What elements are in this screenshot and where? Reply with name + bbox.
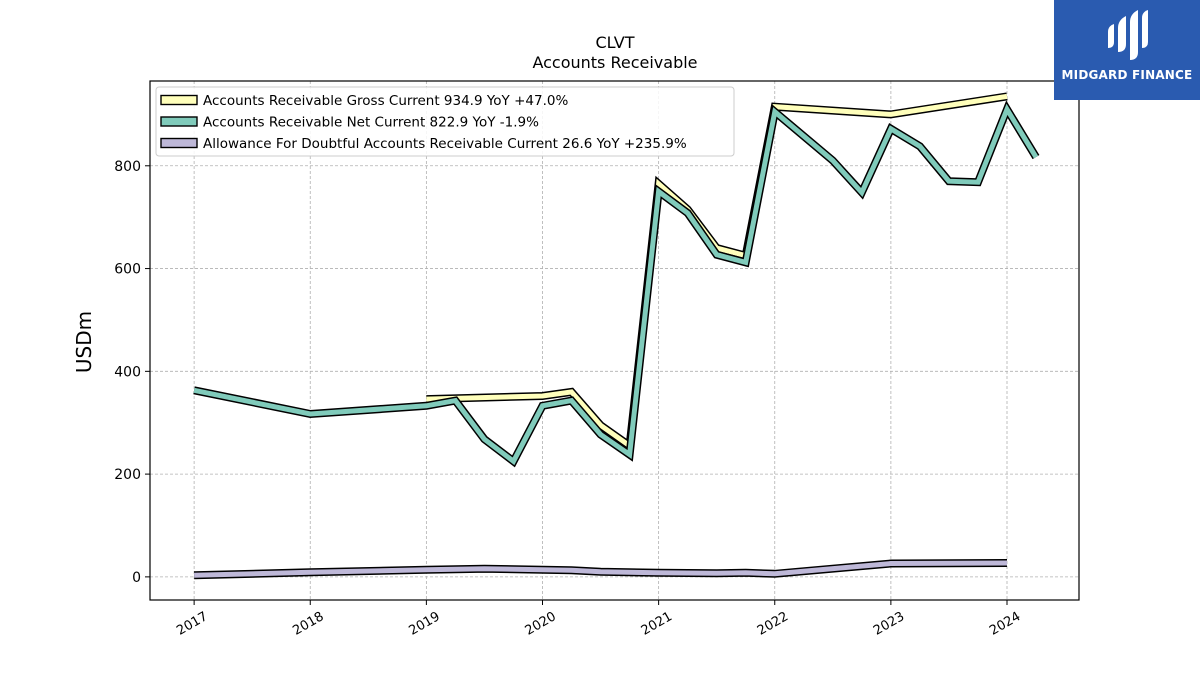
legend: Accounts Receivable Gross Current 934.9 … [155, 86, 735, 157]
series-2-line [193, 103, 1039, 466]
legend-label-3: Allowance For Doubtful Accounts Receivab… [203, 136, 687, 152]
x-tick-label: 2023 [871, 609, 907, 639]
legend-label-1: Accounts Receivable Gross Current 934.9 … [203, 93, 568, 109]
chart-title: CLVT [595, 33, 634, 52]
y-tick-label: 200 [114, 467, 141, 483]
legend-swatch-2 [160, 116, 198, 127]
chart-subtitle: Accounts Receivable [532, 53, 697, 72]
y-axis-label: USDm [72, 311, 96, 373]
legend-swatch-1 [160, 94, 198, 106]
y-tick-label: 400 [114, 364, 141, 380]
x-tick-label: 2018 [290, 609, 326, 639]
x-tick-label: 2020 [523, 609, 559, 639]
x-tick-label: 2021 [639, 609, 675, 639]
legend-box [155, 86, 735, 157]
x-tick-label: 2017 [174, 609, 210, 639]
series-3-line [194, 560, 1008, 578]
y-tick-label: 0 [132, 570, 141, 586]
series-layer [193, 92, 1040, 580]
legend-swatch-3 [160, 137, 198, 149]
x-tick-label: 2022 [755, 609, 791, 639]
brand-name: MIDGARD FINANCE [1061, 68, 1193, 82]
x-tick-label: 2019 [407, 609, 443, 639]
legend-label-2: Accounts Receivable Net Current 822.9 Yo… [203, 115, 539, 131]
brand-logo: MIDGARD FINANCE [1054, 0, 1200, 100]
series-1-line [426, 93, 1008, 451]
x-tick-label: 2024 [987, 609, 1023, 639]
logo-mark-icon [1108, 10, 1148, 60]
y-tick-label: 800 [114, 159, 141, 175]
grid-layer [150, 81, 1079, 600]
plot-frame [149, 80, 1080, 601]
series-2-outline [193, 100, 1040, 468]
y-tick-label: 600 [114, 262, 141, 278]
